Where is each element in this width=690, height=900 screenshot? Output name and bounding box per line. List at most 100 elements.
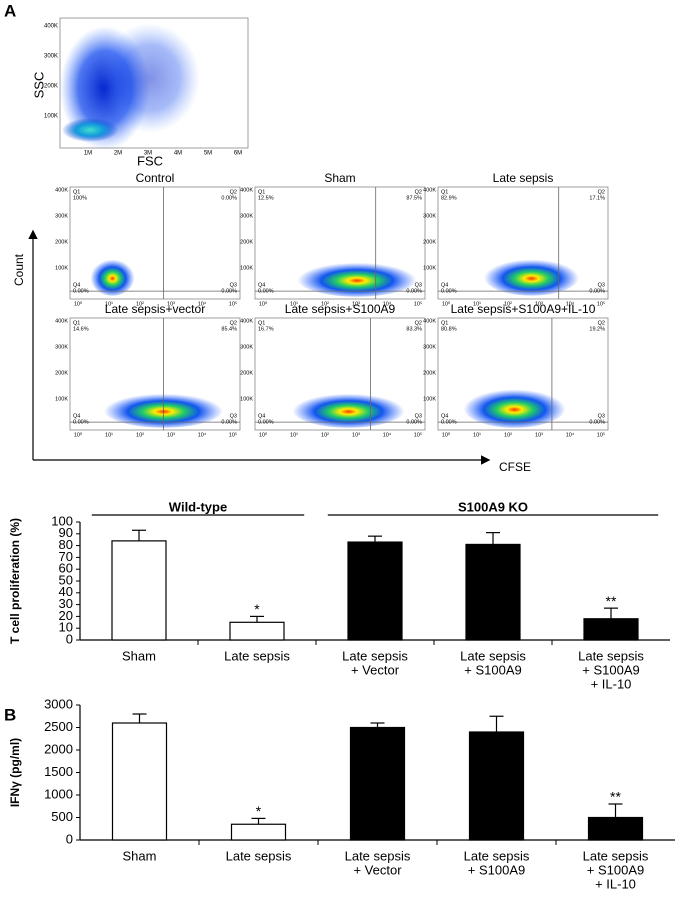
x-tick-label: 10¹ [290,432,298,438]
y-tick-label: 200K [423,239,436,245]
y-tick-label: 400K [240,187,253,193]
quadrant-value: 19.2% [589,326,605,332]
x-tick-label: + IL-10 [595,876,636,891]
y-tick-label: 10 [59,620,73,635]
quadrant-name: Q1 [258,189,265,195]
bar [468,731,525,841]
x-tick-label: 10⁴ [198,431,207,438]
bar [229,621,285,641]
bar [230,823,287,841]
density-blob [292,391,405,428]
x-tick-label: 4M [174,151,182,157]
y-tick-label: 300K [55,213,68,219]
x-tick-label: 10² [321,301,329,307]
panel-title: Sham [324,171,355,185]
quadrant-name: Q3 [415,414,422,420]
y-tick-label: 0 [66,831,73,846]
quadrant-value: 16.7% [258,326,274,332]
x-tick-label: 10² [504,432,512,438]
quadrant-name: Q4 [73,283,80,289]
x-tick-label: 10⁵ [414,300,422,307]
y-tick-label: 100K [423,265,436,271]
x-tick-label: 10² [136,301,144,307]
quadrant-value: 80.8% [441,326,457,332]
bar [587,816,644,841]
y-axis-label: Count [12,253,26,286]
y-tick-label: 400K [240,318,253,324]
quadrant-value: 14.6% [73,326,89,332]
y-tick-label: 30 [59,596,73,611]
y-axis-label: T cell proliferation (%) [8,518,22,644]
quadrant-value: 0.00% [441,289,457,295]
y-tick-label: 300K [423,344,436,350]
x-tick-label: 10⁰ [74,300,83,307]
y-tick-label: 80 [59,537,73,552]
quadrant-value: 0.00% [73,420,89,426]
x-tick-label: 10² [504,301,512,307]
x-tick-label: + IL-10 [591,676,632,691]
group-label: S100A9 KO [458,499,528,514]
y-tick-label: 40 [59,584,73,599]
bar [349,726,406,841]
quadrant-value: 0.00% [221,420,237,426]
quadrant-name: Q4 [441,283,448,289]
x-tick-label: 10¹ [473,432,481,438]
y-tick-label: 200K [240,370,253,376]
x-tick-label: Late sepsis [342,648,408,663]
x-tick-label: 3M [144,151,152,157]
y-tick-label: 60 [59,561,73,576]
x-tick-label: 10³ [352,301,360,307]
quadrant-name: Q4 [258,414,265,420]
x-tick-label: 6M [234,151,242,157]
y-tick-label: 0 [66,631,73,646]
x-tick-label: 10⁵ [229,431,237,438]
quadrant-name: Q1 [258,320,265,326]
y-tick-label: 300K [240,213,253,219]
quadrant-value: 0.00% [589,289,605,295]
x-tick-label: 10⁰ [74,431,83,438]
x-tick-label: 10⁰ [442,300,451,307]
quadrant-value: 0.00% [73,289,89,295]
bar [111,540,167,641]
x-tick-label: + Vector [353,862,402,877]
x-tick-label: 10¹ [473,301,481,307]
density-blob [297,260,417,297]
y-tick-label: 100K [55,396,68,402]
x-tick-label: 10⁵ [597,431,605,438]
quadrant-value: 0.00% [221,195,237,201]
y-tick-label: 400K [55,187,68,193]
quadrant-value: 0.00% [258,289,274,295]
y-tick-label: 50 [59,572,73,587]
y-tick-label: 20 [59,608,73,623]
x-tick-label: + S100A9 [587,862,644,877]
y-tick-label: 400K [423,318,436,324]
x-tick-label: 10⁴ [198,300,207,307]
y-tick-label: 300K [423,213,436,219]
quadrant-value: 82.9% [441,195,457,201]
x-tick-label: 10³ [352,432,360,438]
x-tick-label: + S100A9 [468,862,525,877]
x-tick-label: 10³ [535,301,543,307]
y-tick-label: 100K [240,396,253,402]
quadrant-name: Q4 [258,283,265,289]
density-blob [483,257,580,296]
y-tick-label: 200K [423,370,436,376]
quadrant-value: 17.1% [589,195,605,201]
panel-title: Late sepsis+vector [105,302,205,316]
y-axis-label: IFNγ (pg/ml) [8,738,22,807]
x-tick-label: Late sepsis [460,648,526,663]
y-tick-label: 70 [59,549,73,564]
quadrant-value: 0.00% [406,420,422,426]
x-tick-label: 10² [321,432,329,438]
y-tick-label: 200K [55,370,68,376]
quadrant-value: 87.5% [406,195,422,201]
quadrant-name: Q4 [73,414,80,420]
quadrant-name: Q2 [598,320,605,326]
density-blob [90,257,135,296]
x-tick-label: 10¹ [105,301,113,307]
group-label: Wild-type [169,499,227,514]
y-tick-label: 300K [240,344,253,350]
x-tick-label: 10⁴ [566,300,575,307]
x-tick-label: 10⁵ [414,431,422,438]
x-tick-label: 10⁵ [597,300,605,307]
